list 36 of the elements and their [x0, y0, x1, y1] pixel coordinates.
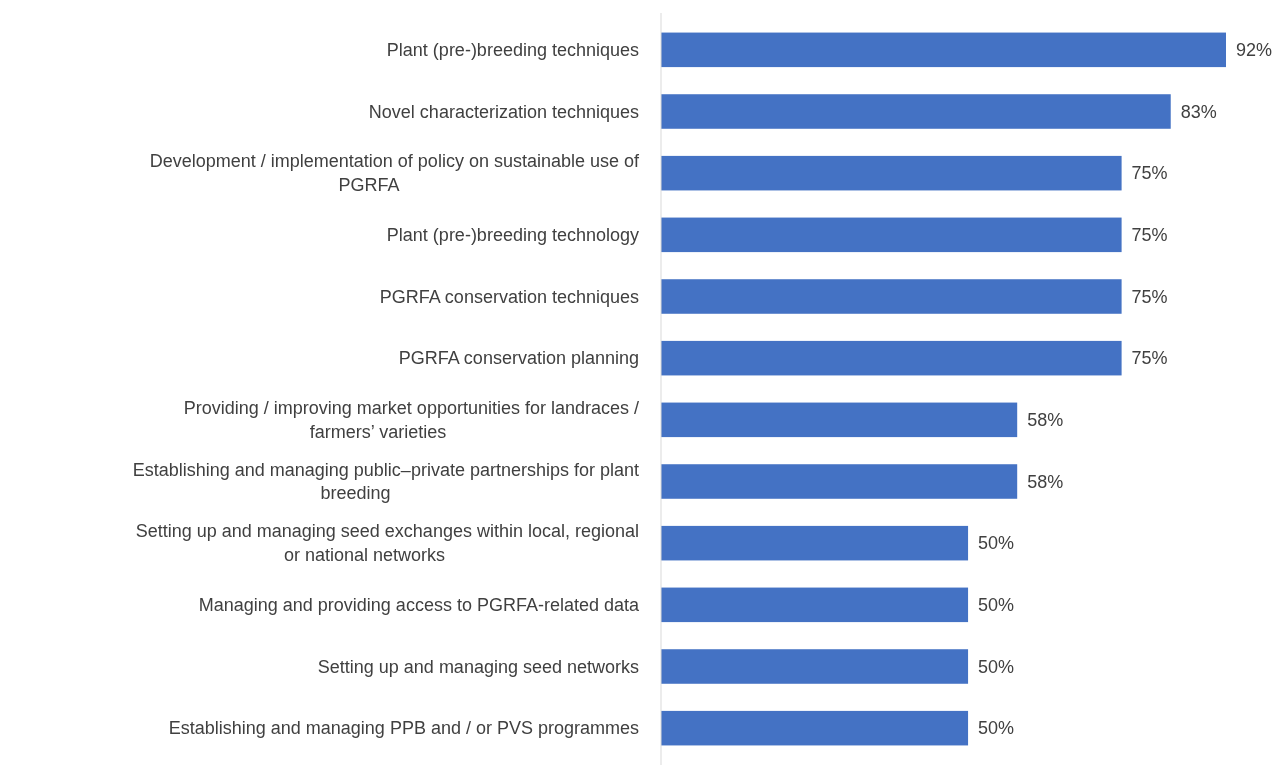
- y-tick-label: Managing and providing access to PGRFA-related data: [198, 594, 640, 615]
- y-tick-label: Setting up and managing seed networks: [317, 656, 639, 677]
- data-label: 50%: [978, 718, 1015, 739]
- bar: [661, 155, 1122, 191]
- y-tick-label: Novel characterization techniques: [368, 101, 639, 122]
- bar: [661, 94, 1171, 129]
- bar: [661, 340, 1122, 376]
- y-tick-label: Setting up and managing seed exchanges within local, regional or national networks: [135, 521, 639, 565]
- data-label: 75%: [1131, 224, 1168, 245]
- y-tick-label: Providing / improving market opportunities for landraces / farmers’ varieties: [183, 398, 639, 442]
- y-tick-label: Establishing and managing public–private partnerships for plant breeding: [132, 459, 639, 504]
- bar: [661, 464, 1018, 499]
- bar: [661, 710, 969, 746]
- data-label: 75%: [1131, 286, 1168, 307]
- data-label: 83%: [1180, 101, 1217, 122]
- bar: [661, 525, 969, 561]
- data-label: 50%: [978, 594, 1015, 615]
- bar: [661, 402, 1018, 438]
- data-label: 50%: [978, 656, 1015, 677]
- y-tick-label: Plant (pre-)breeding technology: [386, 224, 639, 245]
- bar: [661, 279, 1122, 314]
- bar: [661, 587, 969, 623]
- y-tick-label: Development / implementation of policy on sustainable use of PGRFA: [149, 151, 640, 195]
- data-label: 75%: [1131, 163, 1168, 184]
- data-label: 75%: [1131, 348, 1168, 369]
- y-tick-label: Plant (pre-)breeding techniques: [386, 39, 639, 60]
- y-tick-label: Establishing and managing PPB and / or PVS programmes: [168, 718, 639, 739]
- data-label: 58%: [1027, 409, 1064, 430]
- bar: [661, 217, 1122, 253]
- bar: [661, 32, 1226, 68]
- data-label: 92%: [1236, 39, 1273, 60]
- data-label: 58%: [1027, 471, 1064, 492]
- data-label: 50%: [978, 533, 1015, 554]
- y-tick-label: PGRFA conservation techniques: [379, 286, 639, 307]
- bar: [661, 649, 969, 684]
- y-tick-label: PGRFA conservation planning: [398, 348, 639, 369]
